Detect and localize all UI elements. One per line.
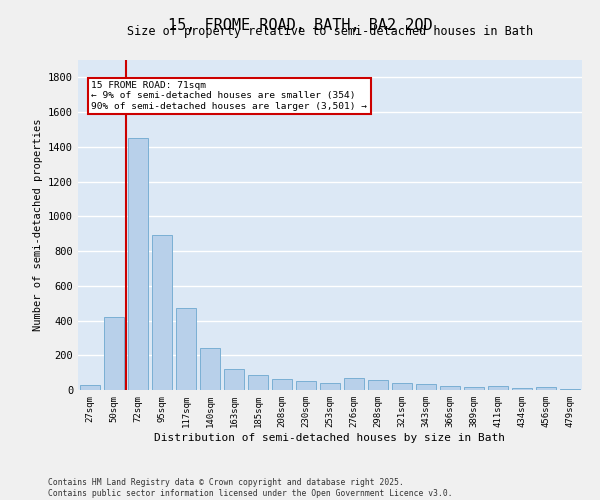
Bar <box>272 378 292 390</box>
X-axis label: Distribution of semi-detached houses by size in Bath: Distribution of semi-detached houses by … <box>155 432 505 442</box>
Y-axis label: Number of semi-detached properties: Number of semi-detached properties <box>32 118 43 331</box>
Text: 15, FROME ROAD, BATH, BA2 2QD: 15, FROME ROAD, BATH, BA2 2QD <box>167 18 433 32</box>
Bar <box>128 138 148 390</box>
Bar <box>464 387 484 390</box>
Bar <box>416 384 436 390</box>
Bar <box>80 385 100 390</box>
Bar <box>344 378 364 390</box>
Bar <box>488 386 508 390</box>
Bar <box>368 380 388 390</box>
Text: Contains HM Land Registry data © Crown copyright and database right 2025.
Contai: Contains HM Land Registry data © Crown c… <box>48 478 452 498</box>
Title: Size of property relative to semi-detached houses in Bath: Size of property relative to semi-detach… <box>127 25 533 38</box>
Bar <box>200 348 220 390</box>
Bar <box>392 383 412 390</box>
Bar <box>440 386 460 390</box>
Bar <box>104 317 124 390</box>
Bar <box>320 383 340 390</box>
Bar <box>560 389 580 390</box>
Bar <box>224 369 244 390</box>
Bar <box>152 236 172 390</box>
Bar <box>536 388 556 390</box>
Bar <box>248 375 268 390</box>
Bar <box>176 308 196 390</box>
Bar <box>296 382 316 390</box>
Text: 15 FROME ROAD: 71sqm
← 9% of semi-detached houses are smaller (354)
90% of semi-: 15 FROME ROAD: 71sqm ← 9% of semi-detach… <box>91 81 367 110</box>
Bar <box>512 388 532 390</box>
